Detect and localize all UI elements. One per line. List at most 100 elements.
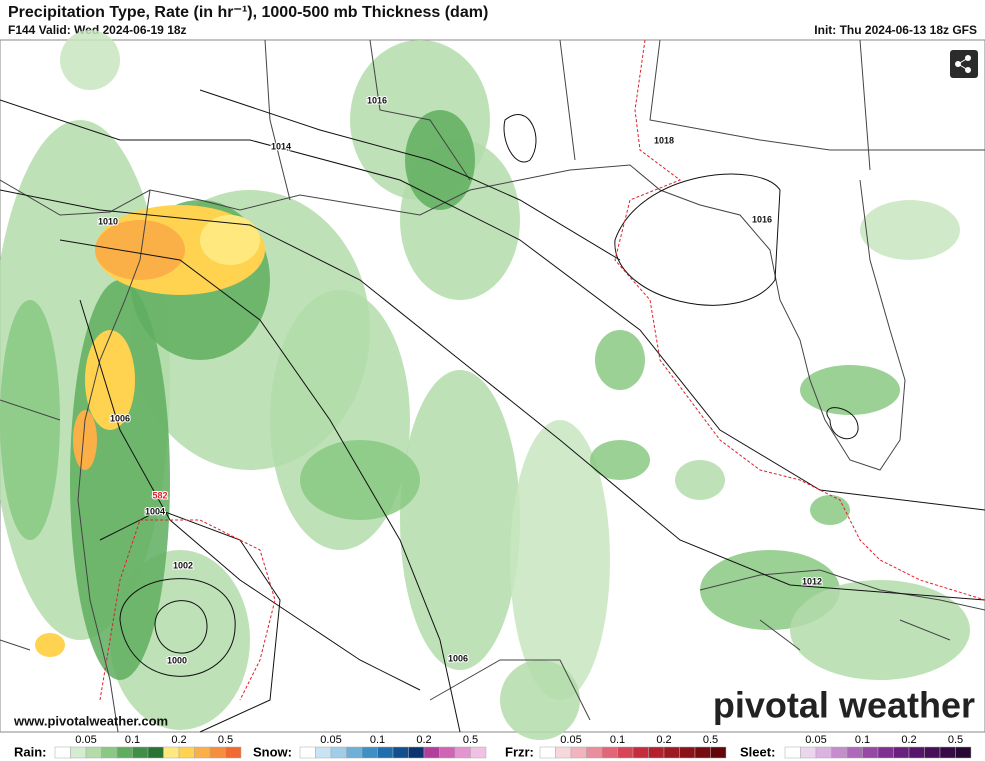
rain-area <box>675 460 725 500</box>
legend-swatch <box>800 746 817 759</box>
legend-swatch <box>194 746 211 759</box>
isobar-label: 1014 <box>271 141 291 151</box>
legend-swatch <box>784 746 801 759</box>
legend-swatch <box>361 746 378 759</box>
legend-swatch <box>101 746 118 759</box>
legend-swatch <box>299 746 316 759</box>
rain-area <box>60 30 120 90</box>
legend-swatch <box>439 746 456 759</box>
legend-swatch <box>877 746 894 759</box>
legend-tick: 0.5 <box>463 734 478 746</box>
legend-swatch <box>893 746 910 759</box>
share-icon-bg[interactable] <box>950 50 978 78</box>
legend-swatch <box>601 746 618 759</box>
legend-swatch <box>163 746 180 759</box>
isobar-label: 1016 <box>367 95 387 105</box>
legend-swatch <box>54 746 71 759</box>
borders <box>0 39 985 733</box>
legend-swatch <box>225 746 242 759</box>
legend-swatch <box>955 746 972 759</box>
thickness-label: 582 <box>152 490 167 500</box>
legend-swatch <box>924 746 941 759</box>
rain-area <box>860 200 960 260</box>
isobar-label: 1016 <box>752 214 772 224</box>
legend-swatch <box>147 746 164 759</box>
legend-tick: 0.2 <box>656 734 671 746</box>
legend-swatch <box>862 746 879 759</box>
legend-swatch <box>831 746 848 759</box>
thickness-582 <box>99 39 985 701</box>
legend-swatch <box>423 746 440 759</box>
legend-swatch <box>648 746 665 759</box>
rain-area <box>800 365 900 415</box>
heavy-rain-area <box>73 410 97 470</box>
legend-swatch <box>116 746 133 759</box>
legend-swatch <box>539 746 556 759</box>
isobar-label: 1004 <box>145 506 165 516</box>
legend-tick: 0.1 <box>125 734 140 746</box>
legend-swatch <box>694 746 711 759</box>
legend-swatch <box>846 746 863 759</box>
contour-labels: 1016 1014 1018 1016 1010 1006 1004 1002 1000 1012… <box>97 94 823 666</box>
legend-label: Frzr: <box>505 744 534 759</box>
heavy-rain-area <box>85 330 135 430</box>
legend-swatch <box>85 746 102 759</box>
legend-tick: 0.1 <box>855 734 870 746</box>
legend-label: Sleet: <box>740 744 775 759</box>
legend-swatch <box>570 746 587 759</box>
legend-tick: 0.05 <box>75 734 96 746</box>
legend: Rain: 0.05 0.1 0.2 0.5 Snow: 0.05 0.1 0.2 0.5 Frzr… <box>14 734 972 759</box>
legend-tick: 0.5 <box>218 734 233 746</box>
legend-swatch <box>815 746 832 759</box>
rain-area <box>500 660 580 740</box>
rain-area <box>405 110 475 210</box>
valid-time: F144 Valid: Wed 2024-06-19 18z <box>8 23 187 37</box>
isobar-label: 1012 <box>802 576 822 586</box>
init-time: Init: Thu 2024-06-13 18z GFS <box>814 23 977 37</box>
legend-swatch <box>470 746 487 759</box>
watermark: pivotal weather <box>713 685 975 726</box>
isobar-label: 1018 <box>654 135 674 145</box>
legend-swatch <box>586 746 603 759</box>
isobar-label: 1006 <box>110 413 130 423</box>
heavy-rain-area <box>95 220 185 280</box>
rain-area <box>790 580 970 680</box>
share-button[interactable] <box>950 50 978 78</box>
legend-tick: 0.2 <box>416 734 431 746</box>
legend-tick: 0.5 <box>948 734 963 746</box>
share-lines <box>957 57 969 71</box>
isobar-label: 1006 <box>448 653 468 663</box>
heavy-rain-area <box>35 633 65 657</box>
legend-tick: 0.2 <box>171 734 186 746</box>
precipitation <box>0 30 970 740</box>
legend-swatch <box>555 746 572 759</box>
legend-swatch <box>663 746 680 759</box>
legend-swatch <box>908 746 925 759</box>
rain-area <box>0 300 60 540</box>
legend-swatch <box>178 746 195 759</box>
legend-swatch <box>408 746 425 759</box>
heavy-rain-area <box>200 215 260 265</box>
title: Precipitation Type, Rate (in hr⁻¹), 1000… <box>8 4 488 21</box>
legend-swatch <box>70 746 87 759</box>
legend-swatch <box>346 746 363 759</box>
rain-area <box>400 370 520 670</box>
legend-swatch <box>209 746 226 759</box>
legend-swatch <box>617 746 634 759</box>
legend-tick: 0.05 <box>805 734 826 746</box>
legend-swatch <box>710 746 727 759</box>
isobar-label: 1010 <box>98 216 118 226</box>
website: www.pivotalweather.com <box>13 713 168 728</box>
legend-swatch <box>632 746 649 759</box>
legend-tick: 0.2 <box>901 734 916 746</box>
legend-label: Rain: <box>14 744 47 759</box>
legend-swatch <box>679 746 696 759</box>
legend-tick: 0.1 <box>370 734 385 746</box>
legend-tick: 0.5 <box>703 734 718 746</box>
map: 1016 1014 1018 1016 1010 1006 1004 1002 1000 1012… <box>0 30 985 740</box>
isobar-label: 1002 <box>173 560 193 570</box>
legend-swatch <box>330 746 347 759</box>
rain-area <box>810 495 850 525</box>
